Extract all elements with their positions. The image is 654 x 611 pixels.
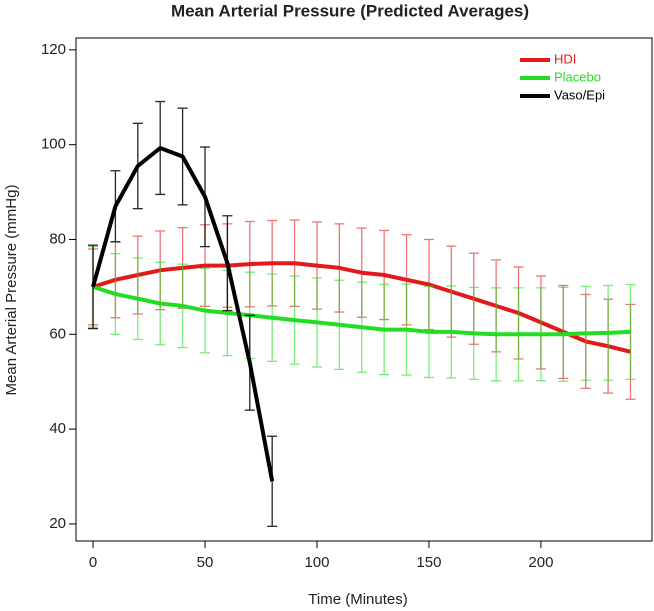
x-axis-label: Time (Minutes) xyxy=(308,591,407,608)
x-tick-label: 150 xyxy=(416,554,441,571)
legend-label: Placebo xyxy=(554,69,601,84)
y-tick-label: 40 xyxy=(49,420,66,437)
chart-title: Mean Arterial Pressure (Predicted Averag… xyxy=(171,1,529,20)
y-tick-label: 20 xyxy=(49,515,66,532)
legend-label: HDI xyxy=(554,51,576,66)
x-tick-label: 0 xyxy=(89,554,97,571)
series-line xyxy=(92,284,631,337)
legend-label: Vaso/Epi xyxy=(554,87,605,102)
series-line xyxy=(91,146,275,482)
plot-frame xyxy=(75,37,653,542)
x-tick-label: 200 xyxy=(528,554,553,571)
y-tick-label: 80 xyxy=(49,230,66,247)
y-axis-label: Mean Arterial Pressure (mmHg) xyxy=(3,185,20,396)
x-tick-label: 50 xyxy=(197,554,214,571)
x-tick-label: 100 xyxy=(304,554,329,571)
y-tick-label: 100 xyxy=(41,136,66,153)
y-tick-label: 60 xyxy=(49,325,66,342)
y-tick-label: 120 xyxy=(41,41,66,58)
plot-area xyxy=(88,100,636,527)
